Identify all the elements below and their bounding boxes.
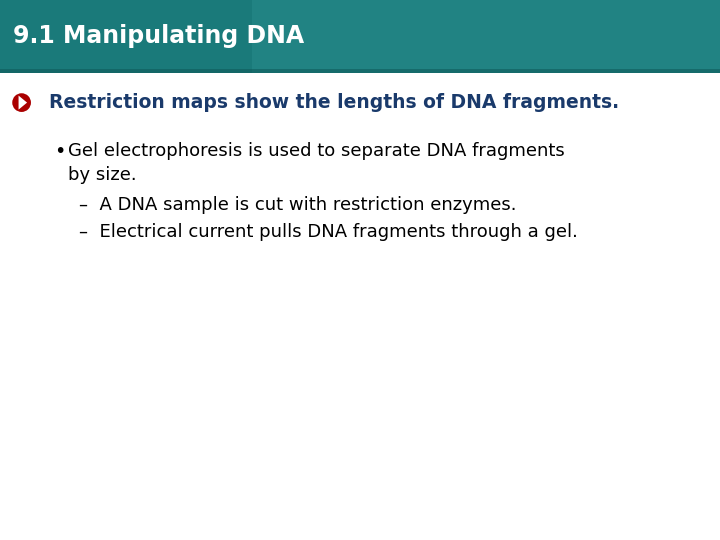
Ellipse shape xyxy=(12,93,31,112)
Bar xyxy=(252,0,720,73)
Text: –  A DNA sample is cut with restriction enzymes.: – A DNA sample is cut with restriction e… xyxy=(79,196,517,214)
Text: Restriction maps show the lengths of DNA fragments.: Restriction maps show the lengths of DNA… xyxy=(49,93,619,112)
Text: by size.: by size. xyxy=(68,166,137,185)
Text: –  Electrical current pulls DNA fragments through a gel.: – Electrical current pulls DNA fragments… xyxy=(79,223,578,241)
Text: •: • xyxy=(54,141,66,161)
Bar xyxy=(0,0,720,73)
Text: 9.1 Manipulating DNA: 9.1 Manipulating DNA xyxy=(13,24,304,49)
Text: Gel electrophoresis is used to separate DNA fragments: Gel electrophoresis is used to separate … xyxy=(68,142,565,160)
Polygon shape xyxy=(19,96,27,110)
Bar xyxy=(0,69,720,73)
